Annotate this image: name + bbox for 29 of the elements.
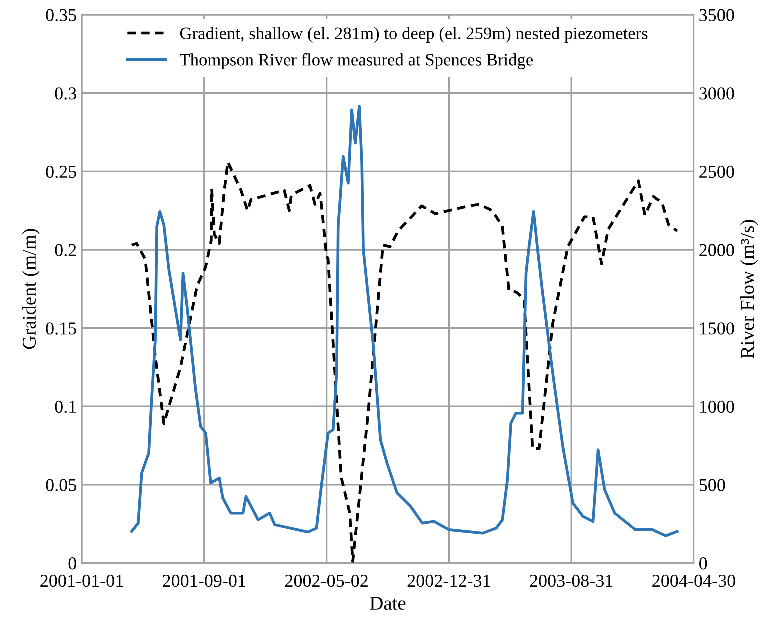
- y-tick-label: 0.25: [46, 166, 76, 178]
- x-tick-label: 2002-05-02: [285, 574, 368, 588]
- y2-tick-label: 1500: [700, 322, 734, 335]
- y2-tick-label: 3500: [700, 9, 734, 22]
- y2-tick-label: 500: [700, 479, 726, 492]
- y-tick-label: 0: [68, 558, 76, 570]
- y-tick-label: 0.2: [55, 244, 76, 257]
- x-tick-label: 2001-01-01: [40, 574, 124, 588]
- y-tick-label: 0.3: [55, 88, 76, 100]
- y-axis-title: Graident (m/m): [22, 229, 40, 350]
- y-tick-label: 0.15: [46, 322, 76, 335]
- y-tick-label: 0.05: [46, 479, 76, 492]
- x-tick-label: 2003-08-31: [530, 574, 613, 588]
- y2-tick-label: 2000: [700, 244, 734, 256]
- legend-label: Gradient, shallow (el. 281m) to deep (el. 259m) nested piezometers: [180, 27, 648, 44]
- y2-tick-label: 0: [700, 558, 708, 570]
- y2-tick-label: 3000: [700, 88, 734, 100]
- y2-tick-label: 2500: [700, 166, 734, 178]
- y-tick-label: 0.35: [46, 9, 76, 22]
- y2-tick-label: 1000: [700, 400, 734, 414]
- x-axis-title: Date: [370, 597, 406, 610]
- x-tick-label: 2002-12-31: [408, 574, 490, 588]
- line-series: [130, 105, 679, 538]
- legend-label: Thompson River flow measured at Spences Bridge: [180, 53, 534, 70]
- x-tick-label: 2004-04-30: [652, 574, 736, 588]
- x-tick-label: 2001-09-01: [163, 574, 246, 588]
- line-series: [130, 160, 679, 564]
- y2-axis-title: River Flow (m³/s): [740, 220, 758, 358]
- y-tick-label: 0.1: [55, 400, 76, 414]
